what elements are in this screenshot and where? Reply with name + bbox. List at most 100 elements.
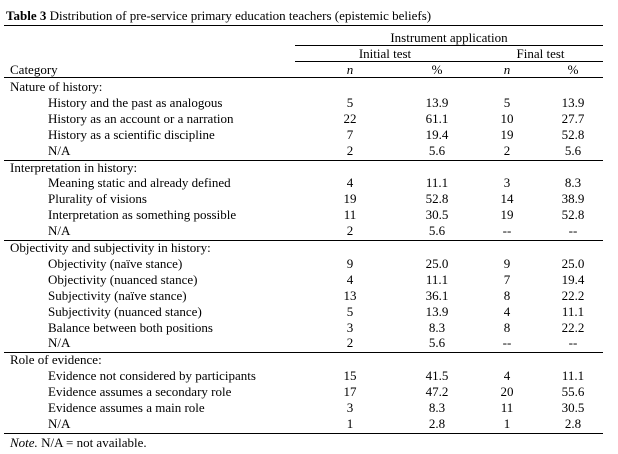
table-title: Table 3 Distribution of pre-service prim… xyxy=(6,8,431,23)
cell-p1: 25.0 xyxy=(425,255,449,271)
cell-n1: 7 xyxy=(346,126,354,142)
subgroup-rule xyxy=(295,61,603,62)
row-label: Balance between both positions xyxy=(48,319,213,335)
note-text: N/A = not available. xyxy=(37,434,147,450)
cell-n2: -- xyxy=(502,223,512,239)
final-test-header: Final test xyxy=(516,46,565,61)
cell-n1: 3 xyxy=(346,319,354,335)
cell-p2: 2.8 xyxy=(564,415,582,431)
cell-n2: 20 xyxy=(500,384,514,400)
section-rule xyxy=(4,159,603,161)
cell-n2: 19 xyxy=(500,207,514,223)
row-label: Subjectivity (nuanced stance) xyxy=(48,303,202,319)
cell-n1: 3 xyxy=(346,400,354,415)
row-label: Objectivity (nuanced stance) xyxy=(48,271,198,287)
cell-p2: 52.8 xyxy=(561,126,585,142)
section-title: Objectivity and subjectivity in history: xyxy=(10,240,211,255)
cell-p2: 38.9 xyxy=(561,191,585,207)
group-rule xyxy=(295,45,603,46)
cell-n1: 9 xyxy=(346,255,354,271)
cell-n2: 7 xyxy=(503,271,511,287)
cell-n2: 14 xyxy=(500,191,514,207)
row-label: Evidence assumes a secondary role xyxy=(48,384,232,400)
cell-p2: 22.2 xyxy=(561,287,585,303)
row-label: Plurality of visions xyxy=(48,191,147,207)
cell-n1: 1 xyxy=(346,415,354,431)
cell-p2: -- xyxy=(568,223,578,239)
row-label: History as an account or a narration xyxy=(48,110,234,126)
cell-p1: 52.8 xyxy=(425,191,449,207)
cell-n2: 8 xyxy=(503,319,511,335)
cell-n2: -- xyxy=(502,335,512,351)
cell-n1: 17 xyxy=(343,384,357,400)
cell-n2: 3 xyxy=(503,175,511,191)
cell-n2: 1 xyxy=(503,415,511,431)
section-title: Role of evidence: xyxy=(10,352,102,368)
cell-n1: 11 xyxy=(343,207,357,223)
header-rule xyxy=(4,77,603,78)
cell-p1: 5.6 xyxy=(428,223,446,239)
section-title: Nature of history: xyxy=(10,79,103,94)
cell-n2: 19 xyxy=(500,126,514,142)
cell-p2: 25.0 xyxy=(561,255,585,271)
row-label: Subjectivity (naïve stance) xyxy=(48,287,187,303)
pct-header-final: % xyxy=(567,62,579,77)
pct-header-initial: % xyxy=(431,62,443,77)
cell-n2: 5 xyxy=(503,94,511,110)
section-rule xyxy=(4,240,603,241)
cell-p1: 11.1 xyxy=(425,175,449,191)
n-header-final: n xyxy=(503,62,511,77)
cell-n1: 4 xyxy=(346,271,354,287)
cell-n2: 4 xyxy=(503,303,511,319)
cell-n1: 19 xyxy=(343,191,357,207)
table-caption: Distribution of pre-service primary educ… xyxy=(49,8,432,23)
table-note: Note. N/A = not available. xyxy=(10,435,147,450)
row-label: N/A xyxy=(48,415,71,431)
cell-p1: 13.9 xyxy=(425,303,449,319)
section-title: Interpretation in history: xyxy=(10,159,138,175)
cell-p2: 19.4 xyxy=(561,271,585,287)
cell-p1: 47.2 xyxy=(425,384,449,400)
row-label: N/A xyxy=(48,142,71,158)
initial-test-header: Initial test xyxy=(358,46,412,61)
cell-n1: 13 xyxy=(343,287,357,303)
row-label: Meaning static and already defined xyxy=(48,175,231,191)
cell-p1: 41.5 xyxy=(425,368,449,384)
cell-p1: 2.8 xyxy=(428,415,446,431)
cell-p1: 5.6 xyxy=(428,142,446,158)
row-label: N/A xyxy=(48,335,71,351)
row-label: N/A xyxy=(48,223,71,239)
cell-n1: 5 xyxy=(346,94,354,110)
row-label: Objectivity (naïve stance) xyxy=(48,255,183,271)
cell-n2: 11 xyxy=(500,400,514,415)
cell-p2: -- xyxy=(568,335,578,351)
cell-p2: 13.9 xyxy=(561,94,585,110)
cell-p2: 11.1 xyxy=(561,368,585,384)
cell-n2: 10 xyxy=(500,110,514,126)
row-label: Evidence assumes a main role xyxy=(48,400,205,415)
cell-n1: 2 xyxy=(346,223,354,239)
cell-n1: 2 xyxy=(346,142,354,158)
row-label: Interpretation as something possible xyxy=(48,207,237,223)
cell-p1: 19.4 xyxy=(425,126,449,142)
n-header-initial: n xyxy=(346,62,354,77)
cell-p2: 8.3 xyxy=(564,175,582,191)
cell-p2: 52.8 xyxy=(561,207,585,223)
cell-n1: 22 xyxy=(343,110,357,126)
section-rule xyxy=(4,432,603,434)
group-header: Instrument application xyxy=(390,30,508,45)
cell-p1: 13.9 xyxy=(425,94,449,110)
cell-n2: 8 xyxy=(503,287,511,303)
cell-p1: 5.6 xyxy=(428,335,446,351)
row-label: History as a scientific discipline xyxy=(48,126,215,142)
cell-p2: 27.7 xyxy=(561,110,585,126)
cell-p2: 55.6 xyxy=(561,384,585,400)
cell-n1: 4 xyxy=(346,175,354,191)
cell-n1: 15 xyxy=(343,368,357,384)
cell-n2: 4 xyxy=(503,368,511,384)
top-rule xyxy=(4,25,603,26)
cell-p1: 8.3 xyxy=(428,400,446,415)
cell-p1: 11.1 xyxy=(425,271,449,287)
table-number: Table 3 xyxy=(6,8,47,23)
cell-p1: 61.1 xyxy=(425,110,449,126)
